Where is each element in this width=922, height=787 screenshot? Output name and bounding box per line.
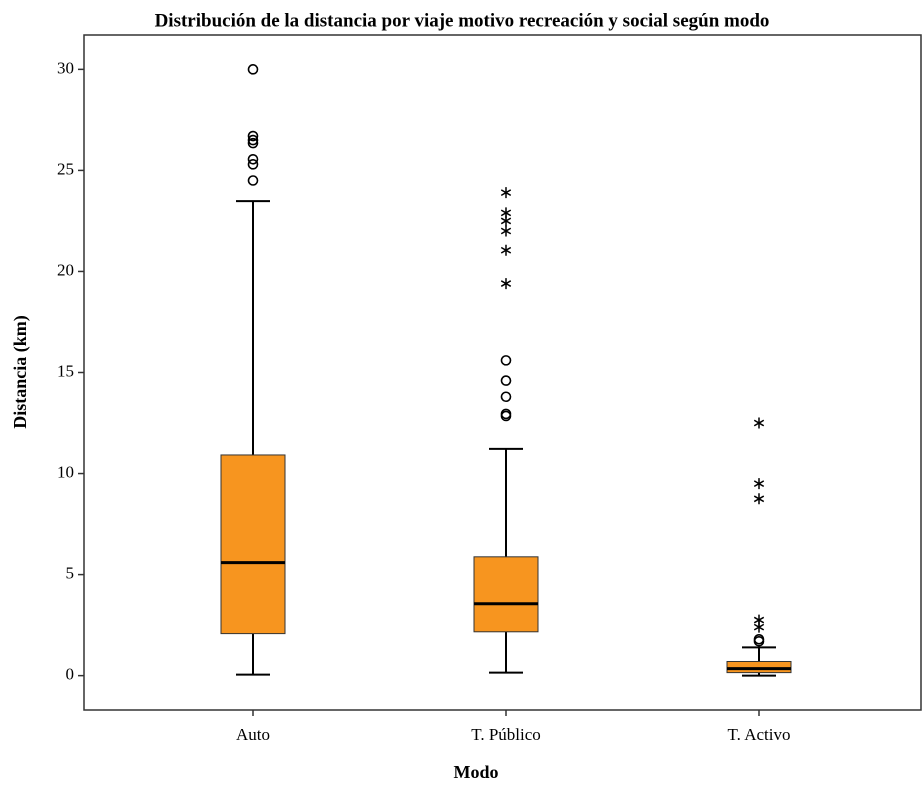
y-axis-title: Distancia (km) bbox=[10, 315, 31, 429]
outlier bbox=[502, 392, 511, 401]
outlier bbox=[249, 176, 258, 185]
extreme bbox=[754, 478, 764, 489]
chart-title: Distribución de la distancia por viaje m… bbox=[155, 10, 770, 31]
extreme bbox=[501, 245, 511, 256]
outlier bbox=[249, 65, 258, 74]
extreme bbox=[501, 215, 511, 226]
y-tick-label: 30 bbox=[57, 58, 74, 77]
x-axis-title: Modo bbox=[454, 762, 499, 782]
x-tick-label: T. Público bbox=[471, 725, 541, 744]
y-tick-label: 25 bbox=[57, 159, 74, 178]
x-tick-label: T. Activo bbox=[728, 725, 791, 744]
extreme bbox=[501, 278, 511, 289]
outlier bbox=[502, 376, 511, 385]
x-tick-label: Auto bbox=[236, 725, 270, 744]
extreme bbox=[754, 418, 764, 429]
y-tick-label: 5 bbox=[66, 564, 75, 583]
y-tick-label: 10 bbox=[57, 462, 74, 481]
y-tick-label: 15 bbox=[57, 361, 74, 380]
box bbox=[727, 661, 791, 672]
extreme bbox=[501, 226, 511, 237]
extreme bbox=[501, 187, 511, 198]
outlier bbox=[502, 356, 511, 365]
extreme bbox=[754, 493, 764, 504]
y-tick-label: 0 bbox=[66, 665, 75, 684]
extreme bbox=[754, 622, 764, 633]
box bbox=[474, 557, 538, 632]
chart: Distribución de la distancia por viaje m… bbox=[0, 0, 922, 787]
box bbox=[221, 455, 285, 634]
y-tick-label: 20 bbox=[57, 260, 74, 279]
